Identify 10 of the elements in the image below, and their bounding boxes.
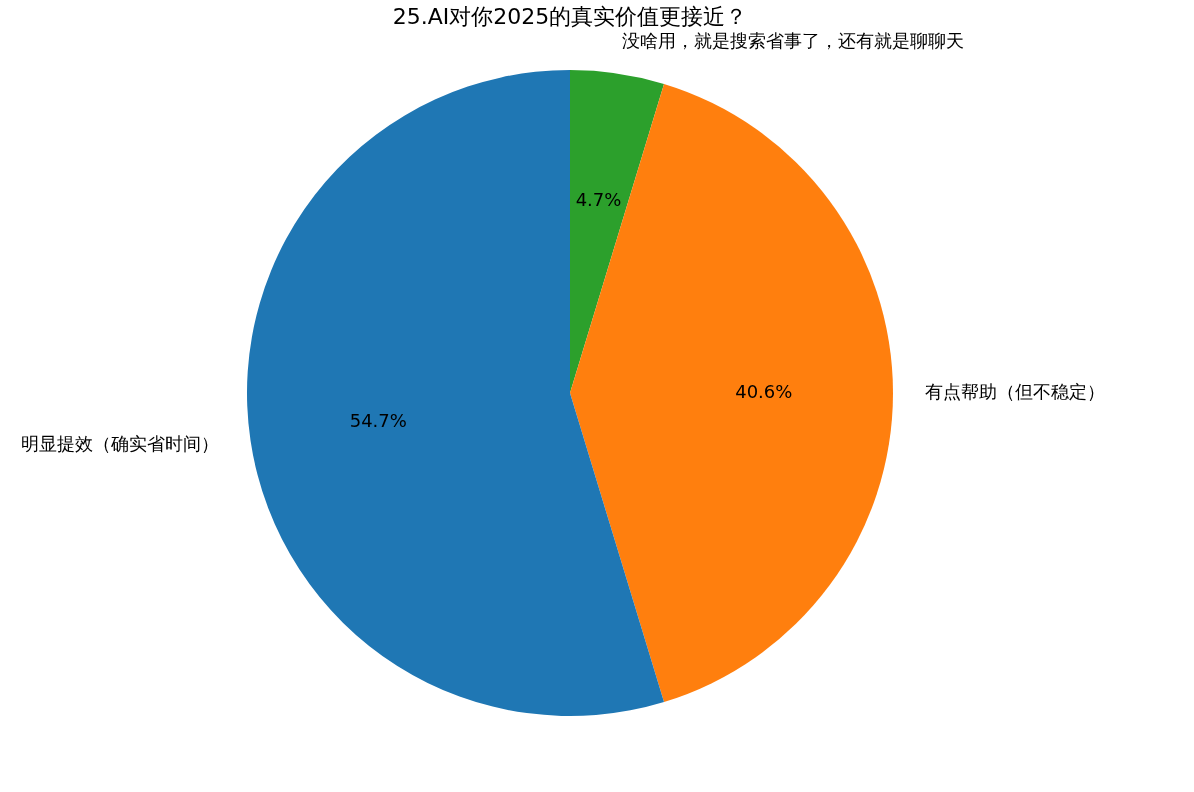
data-label: 40.6% <box>735 381 793 402</box>
data-label: 54.7% <box>349 409 407 431</box>
pie-slice <box>570 70 665 393</box>
slice-label: 明显提效（确实省时间） <box>20 433 219 455</box>
slice-label: 有点帮助（但不稳定） <box>925 381 1106 402</box>
pie-slice <box>247 70 665 716</box>
slice-label: 没啥用，就是搜索省事了，还有就是聊聊天 <box>622 29 965 51</box>
pie-slice <box>570 83 893 703</box>
data-label: 4.7% <box>575 189 622 211</box>
chart-title: 25.AI对你2025的真实价值更接近？ <box>392 3 748 29</box>
